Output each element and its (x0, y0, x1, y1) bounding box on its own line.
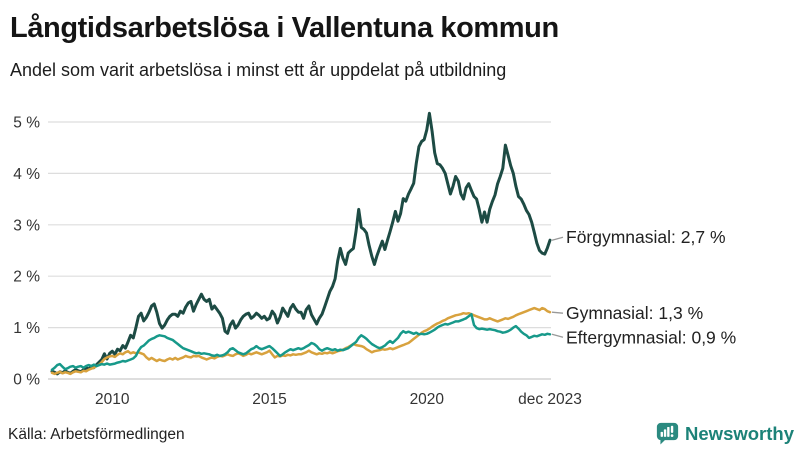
leader-line-eftergymnasial (551, 333, 564, 338)
x-tick-label-dec-2023: dec 2023 (518, 391, 582, 408)
x-tick-label-2020: 2020 (410, 391, 445, 408)
chart-title: Långtidsarbetslösa i Vallentuna kommun (10, 12, 559, 44)
leader-line-gymnasial (551, 311, 564, 314)
series-line-eftergymnasial (50, 312, 552, 371)
series-end-label-forgymnasial: Förgymnasial: 2,7 % (566, 227, 726, 247)
x-tick-label-2010: 2010 (95, 391, 130, 408)
y-tick-label: 3 % (13, 217, 40, 234)
newsworthy-wordmark: Newsworthy (685, 422, 794, 444)
series-end-label-eftergymnasial: Eftergymnasial: 0,9 % (566, 327, 736, 347)
y-tick-label: 4 % (13, 166, 40, 183)
newsworthy-logo[interactable]: Newsworthy (656, 422, 794, 445)
y-tick-label: 5 % (13, 115, 40, 132)
series-line-forgymnasial (50, 111, 552, 376)
series-line-gymnasial (50, 306, 552, 376)
leader-line-forgymnasial (551, 236, 564, 241)
y-tick-label: 0 % (13, 372, 40, 389)
y-tick-label: 1 % (13, 320, 40, 337)
chart-subtitle: Andel som varit arbetslösa i minst ett å… (10, 60, 507, 80)
newsworthy-icon (656, 422, 679, 445)
y-tick-label: 2 % (13, 269, 40, 286)
x-tick-label-2015: 2015 (252, 391, 286, 408)
series-end-label-gymnasial: Gymnasial: 1,3 % (566, 303, 703, 323)
source-note: Källa: Arbetsförmedlingen (8, 426, 185, 443)
